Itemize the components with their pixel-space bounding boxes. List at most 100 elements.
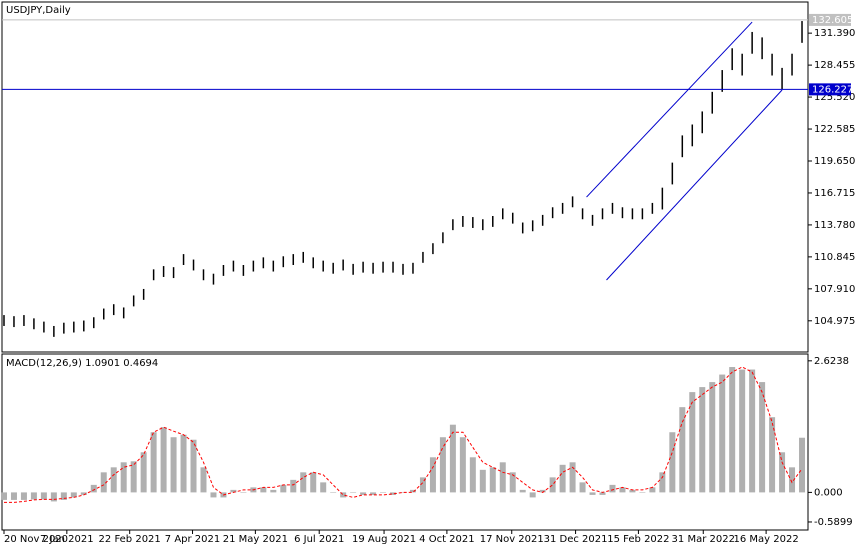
y-tick-label: 110.845: [814, 252, 855, 263]
x-tick-label: 17 Nov 2021: [480, 534, 544, 545]
macd-bar: [230, 489, 237, 493]
macd-bar: [699, 387, 706, 493]
macd-bar: [729, 367, 736, 493]
y-tick-label: 116.715: [814, 188, 855, 199]
y-tick-label: 107.910: [814, 284, 855, 295]
macd-bar: [569, 462, 576, 493]
x-tick-label: 6 Jul 2021: [294, 534, 344, 545]
macd-bar: [80, 492, 87, 495]
hline-tag: [809, 83, 851, 96]
macd-bar: [589, 492, 596, 495]
trend-line: [606, 89, 783, 281]
y-tick-label: 125.520: [814, 92, 855, 103]
macd-bar: [649, 487, 656, 493]
x-tick-label: 20 Nov 2020: [4, 534, 68, 545]
macd-bar: [459, 437, 466, 493]
macd-panel: [1, 353, 809, 531]
macd-bar: [150, 432, 157, 493]
macd-bar: [529, 492, 536, 498]
macd-bar: [609, 484, 616, 493]
macd-bar: [449, 424, 456, 493]
y-tick-label: 131.390: [814, 28, 855, 39]
macd-bar: [390, 492, 397, 495]
macd-bar: [579, 482, 586, 493]
macd-bar: [270, 489, 277, 493]
price-panel: [1, 1, 809, 353]
macd-bar: [779, 452, 786, 493]
y-tick-label: -0.5899: [814, 517, 853, 528]
macd-bar: [559, 464, 566, 493]
chart-title: USDJPY,Daily: [6, 5, 71, 16]
y-tick-label: 128.455: [814, 60, 855, 71]
macd-bar: [509, 472, 516, 493]
macd-bar: [499, 462, 506, 493]
y-tick-label: 113.780: [814, 220, 855, 231]
current-price-tag: [809, 13, 851, 26]
macd-bar: [739, 369, 746, 493]
macd-bar: [60, 492, 67, 500]
macd-bar: [120, 462, 127, 493]
macd-bar: [789, 467, 796, 493]
macd-bar: [160, 427, 167, 493]
macd-bar: [200, 467, 207, 493]
macd-bar: [429, 457, 436, 493]
macd-bar: [340, 492, 347, 498]
macd-bar: [799, 437, 806, 493]
macd-bar: [130, 461, 137, 493]
x-tick-label: 21 May 2021: [223, 534, 288, 545]
macd-bar: [20, 492, 27, 500]
x-tick-label: 16 May 2022: [733, 534, 798, 545]
macd-bar: [330, 492, 337, 493]
macd-bar: [300, 472, 307, 493]
macd-bar: [290, 479, 297, 493]
macd-bar: [350, 492, 357, 493]
macd-bar: [599, 492, 606, 495]
macd-bar: [419, 477, 426, 493]
macd-bar: [360, 492, 367, 495]
x-tick-label: 15 Feb 2022: [607, 534, 669, 545]
macd-bar: [619, 487, 626, 493]
macd-bar: [659, 472, 666, 493]
trend-line: [586, 21, 753, 198]
current-price-label: 132.605: [812, 15, 853, 26]
macd-bar: [40, 492, 47, 500]
macd-bar: [749, 369, 756, 493]
macd-bar: [50, 492, 57, 502]
macd-bar: [240, 492, 247, 493]
macd-bar: [110, 467, 117, 493]
macd-bar: [489, 467, 496, 493]
x-tick-label: 31 Dec 2021: [544, 534, 608, 545]
macd-bar: [439, 437, 446, 493]
macd-bar: [0, 492, 7, 500]
x-tick-label: 7 Apr 2021: [165, 534, 220, 545]
x-tick-label: 31 Mar 2022: [672, 534, 735, 545]
macd-bar: [10, 492, 17, 500]
macd-bar: [190, 439, 197, 493]
x-tick-label: 7 Jan 2021: [40, 534, 94, 545]
macd-bar: [469, 457, 476, 493]
macd-bar: [30, 492, 37, 500]
y-tick-label: 104.975: [814, 316, 855, 327]
macd-bar: [689, 392, 696, 493]
macd-bar: [709, 382, 716, 493]
macd-bar: [719, 374, 726, 493]
macd-bar: [669, 432, 676, 493]
macd-bar: [549, 477, 556, 493]
macd-bar: [310, 472, 317, 493]
macd-bar: [170, 437, 177, 493]
macd-bar: [90, 484, 97, 493]
macd-bar: [539, 489, 546, 493]
macd-bar: [519, 489, 526, 493]
hline-label: 126.227: [812, 84, 853, 95]
macd-bar: [280, 484, 287, 493]
macd-bar: [400, 492, 407, 493]
macd-bar: [639, 492, 646, 493]
macd-bar: [769, 417, 776, 493]
y-tick-label: 0.000: [814, 487, 843, 498]
x-tick-label: 22 Feb 2021: [99, 534, 161, 545]
macd-bar: [140, 452, 147, 493]
macd-bar: [260, 487, 267, 493]
macd-bar: [100, 472, 107, 493]
macd-bar: [380, 492, 387, 493]
